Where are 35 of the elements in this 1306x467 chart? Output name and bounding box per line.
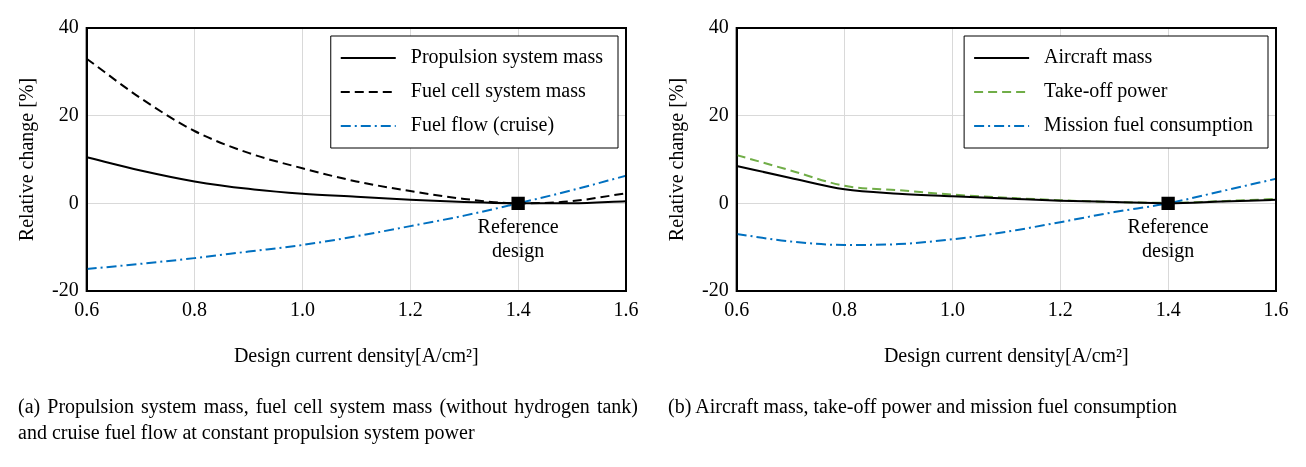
- x-tick-label: 1.6: [613, 298, 639, 321]
- text: (a) Propulsion system mass, fuel cell system mass (without hydrogen tank) and cruise fuel flow at constant propulsion system power: [17, 394, 639, 445]
- x-axis-title: Design current density[A/cm²]: [883, 344, 1129, 368]
- legend-label: Mission fuel consumption: [1044, 113, 1253, 137]
- x-tick-label: 1.2: [397, 298, 423, 321]
- x-tick-label: 0.8: [182, 298, 208, 321]
- y-tick-label: 20: [708, 102, 729, 125]
- line-series: [86, 174, 626, 271]
- y-tick-label: 0: [68, 190, 79, 213]
- text: (b) Aircraft mass, take-off power and mission fuel consumption: [667, 394, 1178, 419]
- x-tick-label: 0.8: [832, 298, 858, 321]
- y-tick-label: -20: [51, 278, 79, 301]
- y-tick-label: 0: [718, 190, 729, 213]
- annotation: Reference design: [477, 214, 559, 262]
- x-tick-label: 0.6: [724, 298, 750, 321]
- legend-label: Take-off power: [1044, 79, 1168, 103]
- x-tick-label: 0.6: [74, 298, 100, 321]
- annotation: Reference design: [1127, 214, 1209, 262]
- y-tick-label: 40: [708, 15, 729, 38]
- legend-label: Fuel cell system mass: [410, 79, 586, 103]
- legend-label: Fuel flow (cruise): [410, 113, 555, 137]
- y-tick-label: -20: [701, 278, 729, 301]
- x-tick-label: 1.2: [1047, 298, 1073, 321]
- x-axis-title: Design current density[A/cm²]: [233, 344, 479, 368]
- legend-label: Aircraft mass: [1044, 45, 1153, 68]
- x-tick-label: 1.0: [939, 298, 965, 321]
- y-axis-title: Relative change [%]: [15, 77, 39, 242]
- x-tick-label: 1.4: [505, 298, 531, 321]
- y-tick-label: 40: [58, 15, 79, 38]
- x-tick-label: 1.0: [289, 298, 315, 321]
- legend-label: Propulsion system mass: [410, 45, 604, 69]
- y-axis-title: Relative change [%]: [665, 77, 689, 242]
- x-tick-label: 1.6: [1263, 298, 1289, 321]
- x-tick-label: 1.4: [1155, 298, 1181, 321]
- y-tick-label: 20: [58, 102, 79, 125]
